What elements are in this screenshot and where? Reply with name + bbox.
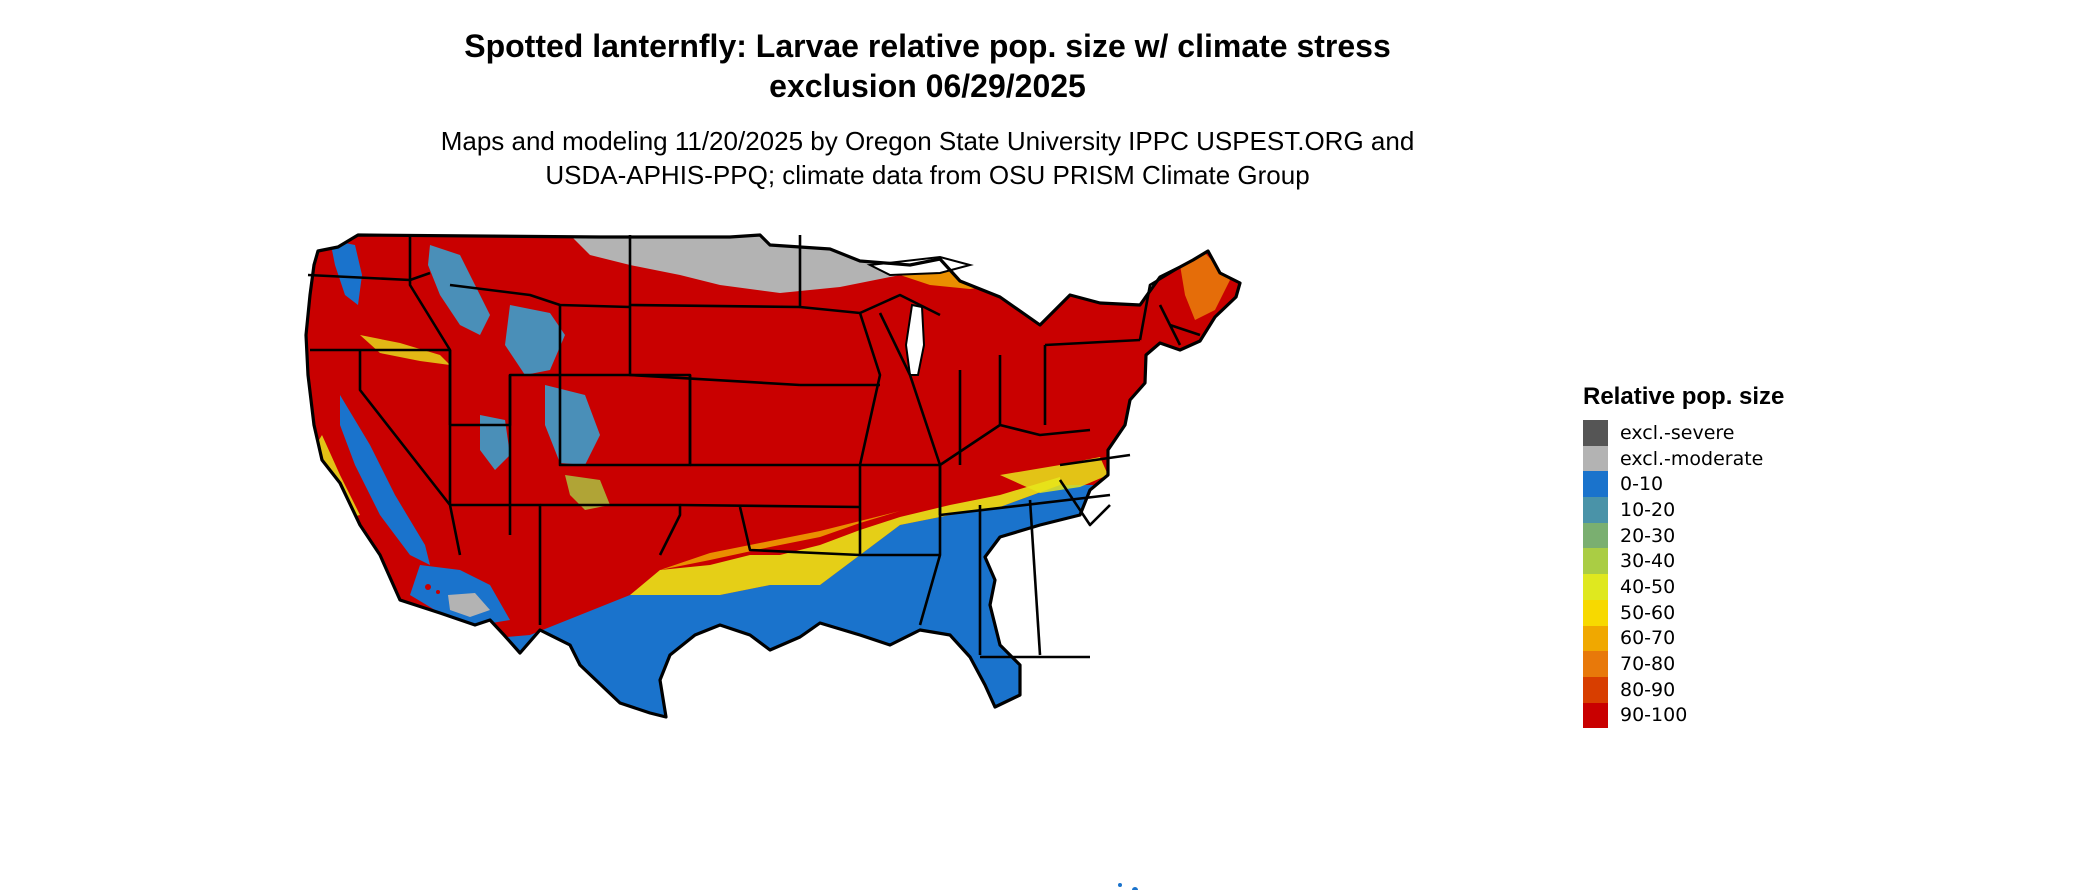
border-nd-sd	[628, 305, 692, 465]
coastal-specks	[1002, 658, 1138, 890]
border-al-ga	[1028, 499, 1042, 656]
region-transition-south	[630, 477, 1060, 595]
legend-item: 60-70	[1583, 625, 1784, 652]
border-pa-ny	[1044, 338, 1141, 347]
legend-item: 90-100	[1583, 702, 1784, 729]
legend-item: 0-10	[1583, 471, 1784, 498]
legend-label: 80-90	[1620, 678, 1676, 701]
legend-swatch	[1583, 651, 1608, 677]
legend-label: excl.-severe	[1620, 421, 1735, 444]
legend-label: 20-30	[1620, 524, 1676, 547]
legend-item: excl.-severe	[1583, 420, 1784, 446]
region-0-10-california	[340, 395, 430, 565]
legend: Relative pop. size excl.-severe excl.-mod…	[1583, 382, 1785, 729]
legend-label: 90-100	[1620, 704, 1688, 727]
legend-title: Relative pop. size	[1583, 383, 1785, 410]
region-0-10-idaho	[428, 245, 490, 335]
legend-items: excl.-severe excl.-moderate 0-10 10-20 20-30…	[1583, 420, 1784, 729]
legend-swatch	[1583, 548, 1608, 575]
region-transition-california	[316, 435, 360, 517]
border-mt-south	[449, 283, 631, 309]
legend-label: 50-60	[1620, 601, 1676, 624]
map-title: Spotted lanternfly: Larvae relative pop.…	[0, 26, 1855, 106]
region-0-10-wyoming	[505, 305, 565, 375]
legend-label: 0-10	[1620, 473, 1664, 496]
legend-label: excl.-moderate	[1620, 447, 1764, 470]
border-ut-north	[450, 373, 560, 427]
region-0-10-utah	[480, 415, 510, 470]
legend-swatch	[1583, 702, 1608, 729]
legend-swatch	[1583, 625, 1608, 652]
legend-item: 80-90	[1583, 676, 1784, 703]
us-population-map	[304, 233, 1242, 890]
region-transition-appalachian	[1000, 457, 1108, 493]
legend-swatch	[1583, 497, 1608, 523]
legend-item: 10-20	[1583, 497, 1784, 523]
legend-swatch	[1583, 445, 1608, 472]
map-title-line-1: Spotted lanternfly: Larvae relative pop.…	[464, 28, 1391, 64]
legend-swatch	[1583, 599, 1608, 626]
border-nm-tx	[540, 503, 682, 556]
border-nc-sc	[1058, 479, 1111, 527]
legend-swatch	[1583, 574, 1608, 600]
region-0-10-cascades	[330, 240, 362, 305]
legend-label: 60-70	[1620, 627, 1676, 650]
legend-swatch	[1583, 420, 1608, 446]
border-tn-north	[939, 493, 1111, 517]
legend-item: 70-80	[1583, 651, 1784, 677]
channel-islands	[425, 584, 440, 594]
great-lakes	[866, 255, 974, 376]
island-2	[436, 590, 440, 594]
border-plains-1	[628, 235, 801, 309]
legend-label: 40-50	[1620, 575, 1676, 598]
legend-swatch	[1583, 522, 1608, 549]
border-ky-north	[939, 423, 1091, 467]
border-ks-ok	[679, 503, 861, 509]
border-va-nc	[1059, 453, 1131, 467]
island-1	[425, 584, 431, 590]
map-subtitle-line-2: USDA-APHIS-PPQ; climate data from OSU PR…	[545, 160, 1310, 190]
border-mn-ia	[798, 235, 882, 555]
state-borders	[304, 233, 1242, 719]
legend-item: 30-40	[1583, 548, 1784, 575]
border-plains-2	[629, 373, 801, 387]
legend-item: excl.-moderate	[1583, 445, 1784, 472]
population-raster	[306, 235, 1240, 717]
border-wi-mi	[859, 293, 941, 317]
legend-item: 20-30	[1583, 522, 1784, 549]
map-subtitle-line-1: Maps and modeling 11/20/2025 by Oregon S…	[440, 126, 1415, 156]
legend-item: 50-60	[1583, 599, 1784, 626]
border-ok-tx	[738, 506, 861, 557]
legend-item: 40-50	[1583, 574, 1784, 600]
border-ca-nv	[358, 350, 462, 556]
map-subtitle: Maps and modeling 11/20/2025 by Oregon S…	[0, 124, 1855, 192]
region-transition-rockies	[565, 475, 610, 510]
legend-label: 30-40	[1620, 550, 1676, 573]
speck-1	[1132, 887, 1138, 890]
speck-3	[1002, 658, 1008, 664]
legend-swatch	[1583, 676, 1608, 703]
lake-superior	[866, 255, 974, 277]
legend-swatch	[1583, 471, 1608, 498]
legend-label: 70-80	[1620, 653, 1676, 676]
region-excl-moderate-az	[448, 593, 490, 617]
map-title-line-2: exclusion 06/29/2025	[769, 68, 1086, 104]
region-transition-orange	[660, 511, 900, 570]
speck-2	[1118, 883, 1122, 887]
legend-label: 10-20	[1620, 498, 1676, 521]
border-new-england	[1138, 265, 1201, 346]
